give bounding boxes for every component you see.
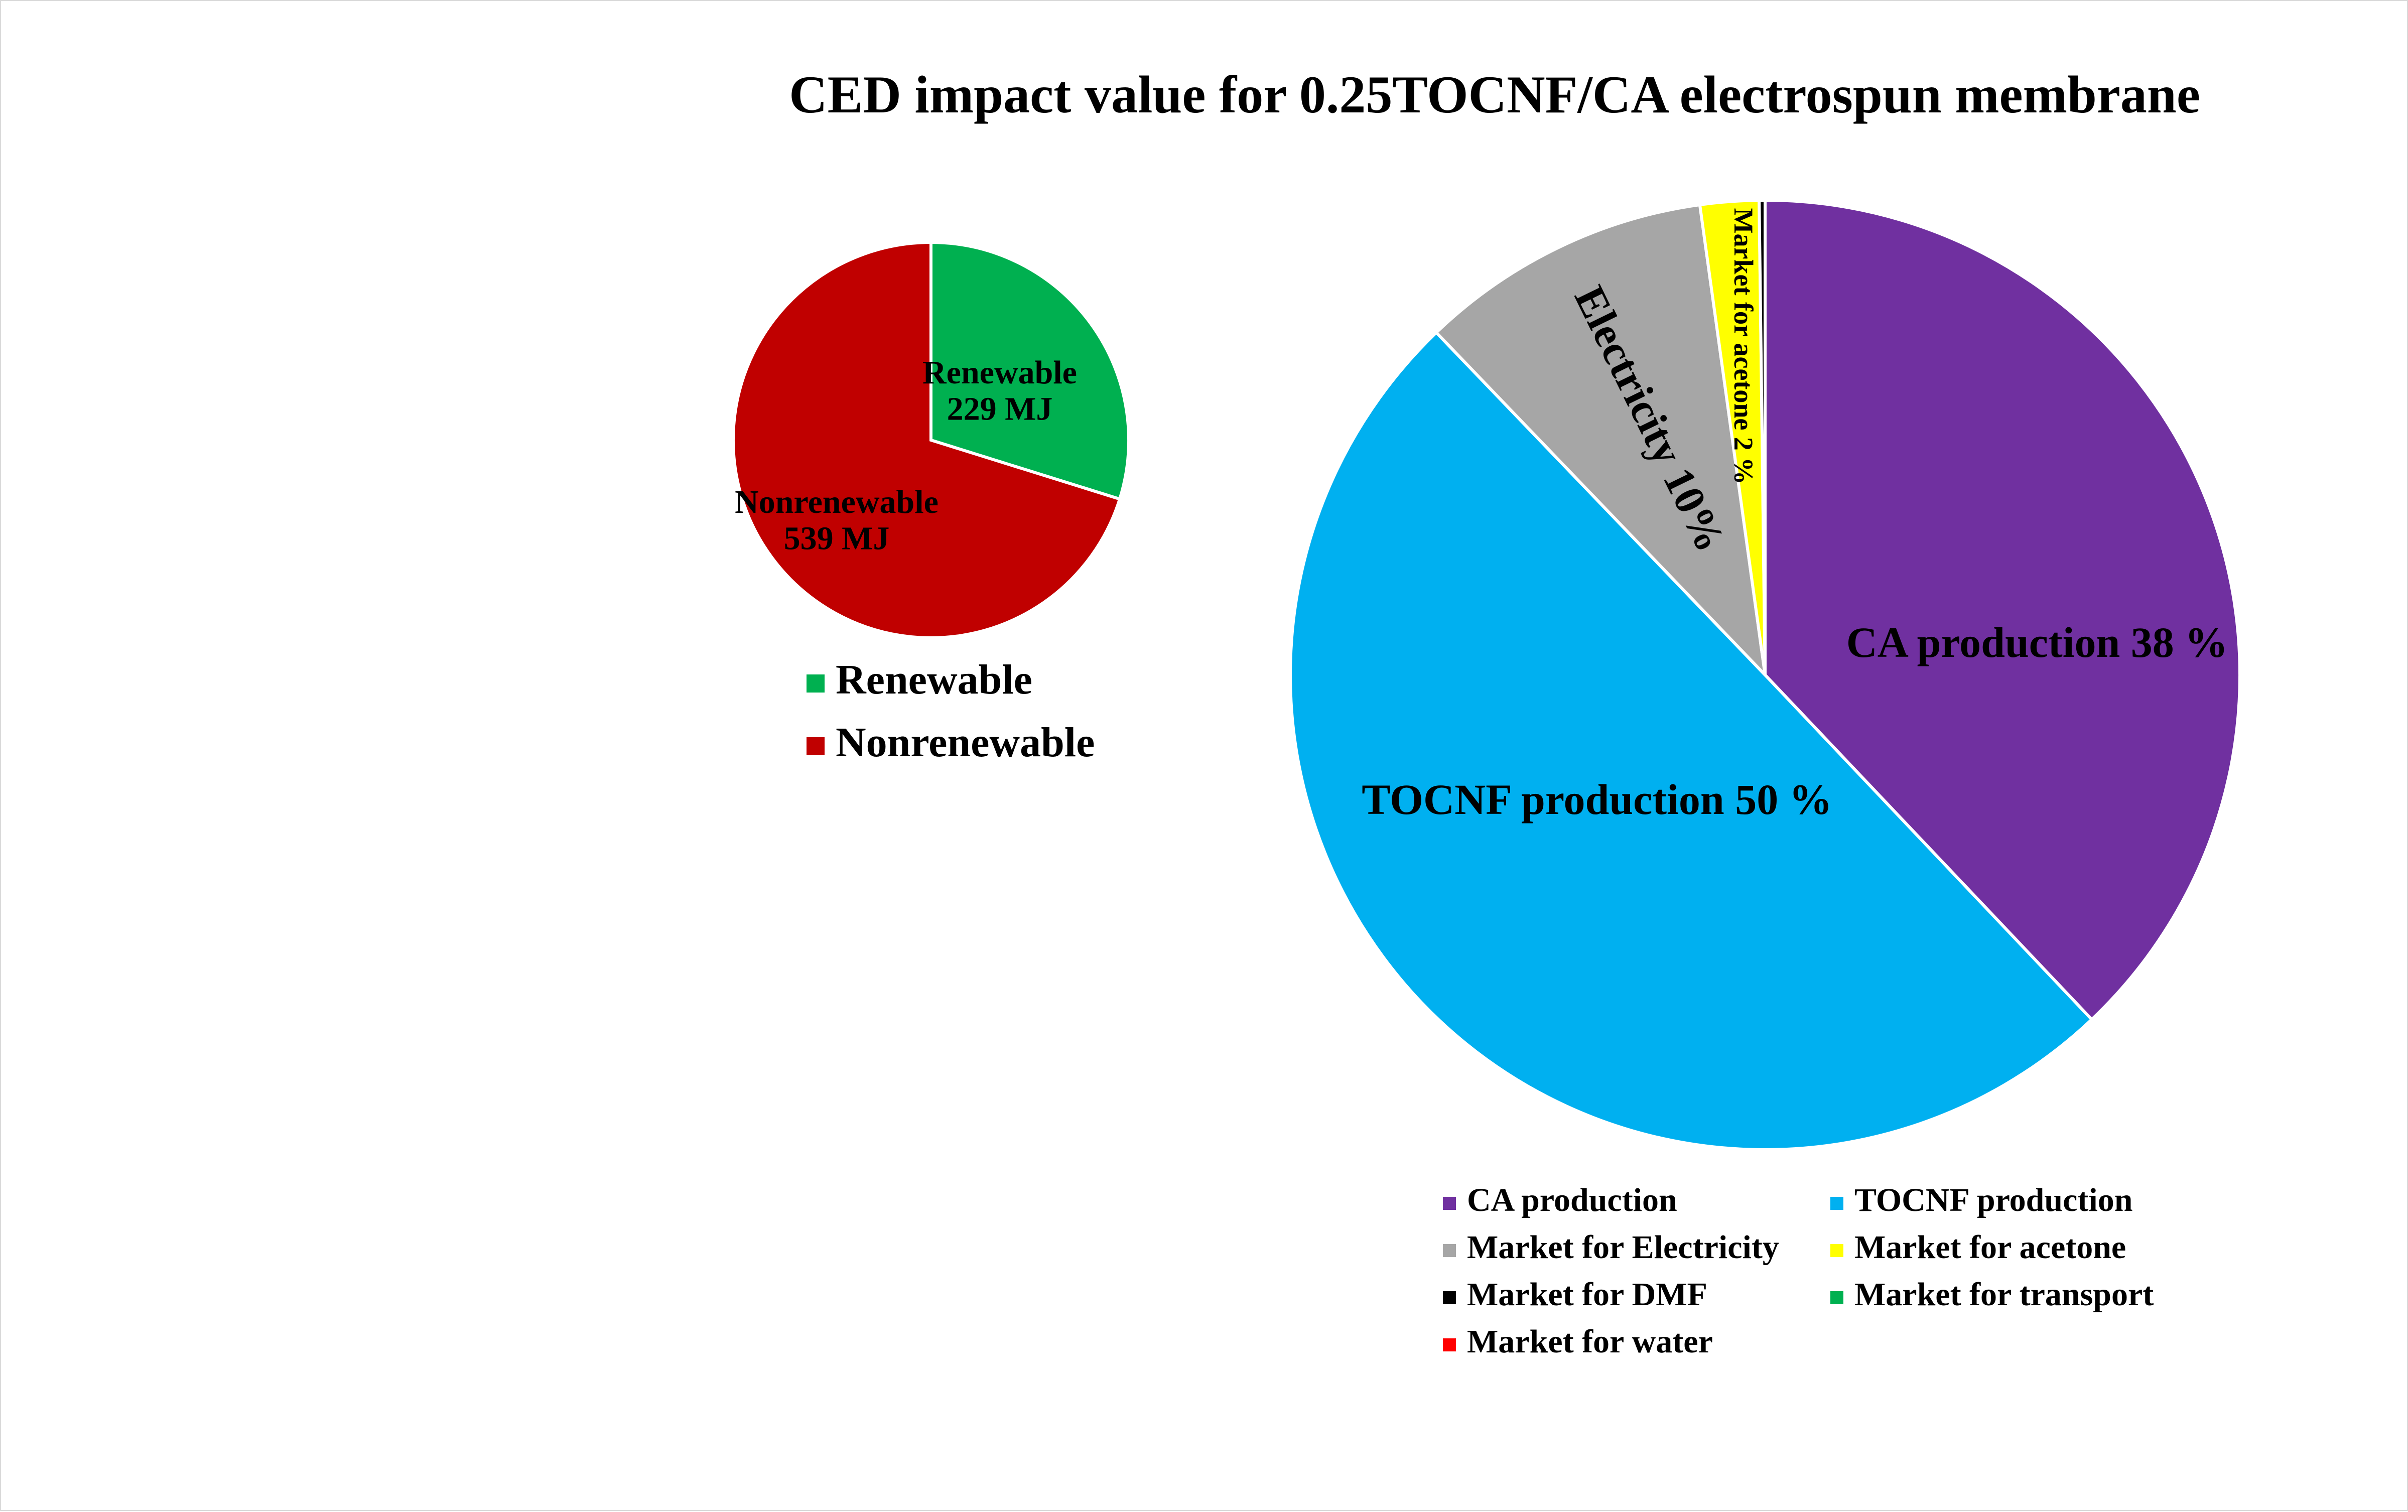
small-pie: Renewable 229 MJ Nonrenewable 539 MJ — [732, 240, 1130, 639]
slice-label-line: CA production 38 % — [1846, 618, 2228, 666]
large-pie: CA production 38 %TOCNF production 50 %E… — [1289, 198, 2241, 1151]
legend-label-market-for-acetone: Market for acetone — [1854, 1229, 2126, 1266]
legend-label-tocnf-production: TOCNF production — [1854, 1182, 2132, 1218]
pie-slice-market-for-dmf — [1758, 198, 1767, 675]
legend-swatch-market-for-electricity — [1443, 1244, 1456, 1257]
chart-title: CED impact value for 0.25TOCNF/CA electr… — [789, 65, 2200, 124]
slice-label-renewable: Renewable 229 MJ — [922, 354, 1077, 428]
small-pie-legend: Renewable Nonrenewable — [807, 656, 1095, 766]
legend-label-ca-production: CA production — [1467, 1182, 1677, 1218]
legend-swatch-market-for-dmf — [1443, 1291, 1456, 1304]
legend-label-nonrenewable: Nonrenewable — [836, 719, 1095, 766]
slice-label-line: 229 MJ — [947, 391, 1053, 428]
slice-label-market-for-acetone: Market for acetone 2 % — [1728, 208, 1759, 485]
slice-label-line: TOCNF production 50 % — [1362, 775, 1832, 823]
slice-label-ca-production: CA production 38 % — [1846, 618, 2228, 666]
pie-slice-ca-production — [1764, 198, 2241, 1022]
legend-label-market-for-dmf: Market for DMF — [1467, 1276, 1707, 1313]
legend-swatch-nonrenewable — [807, 737, 825, 755]
pie-slice-market-for-electricity — [1434, 203, 1768, 679]
legend-swatch-market-for-transport — [1830, 1291, 1843, 1304]
legend-label-market-for-transport: Market for transport — [1854, 1276, 2154, 1313]
slice-label-line: Nonrenewable — [735, 484, 939, 520]
pie-slice-tocnf-production — [1289, 330, 2094, 1151]
legend-swatch-renewable — [807, 674, 825, 693]
slice-label-tocnf-production: TOCNF production 50 % — [1362, 775, 1832, 823]
slice-label-line: Market for acetone 2 % — [1728, 208, 1759, 485]
legend-label-market-for-electricity: Market for Electricity — [1467, 1229, 1779, 1266]
slice-label-line: Renewable — [922, 354, 1077, 391]
legend-label-market-for-water: Market for water — [1467, 1323, 1713, 1360]
legend-label-renewable: Renewable — [836, 656, 1032, 703]
legend-swatch-tocnf-production — [1830, 1197, 1843, 1210]
pie-slice-nonrenewable — [732, 240, 1122, 639]
slice-label-line: 539 MJ — [784, 520, 890, 557]
legend-swatch-market-for-acetone — [1830, 1244, 1843, 1257]
legend-swatch-ca-production — [1443, 1197, 1456, 1210]
slice-label-nonrenewable: Nonrenewable 539 MJ — [735, 484, 939, 557]
legend-swatch-market-for-water — [1443, 1338, 1456, 1351]
large-pie-legend: CA production TOCNF production Market for … — [1443, 1182, 2154, 1360]
pie-slice-renewable — [929, 240, 1130, 501]
